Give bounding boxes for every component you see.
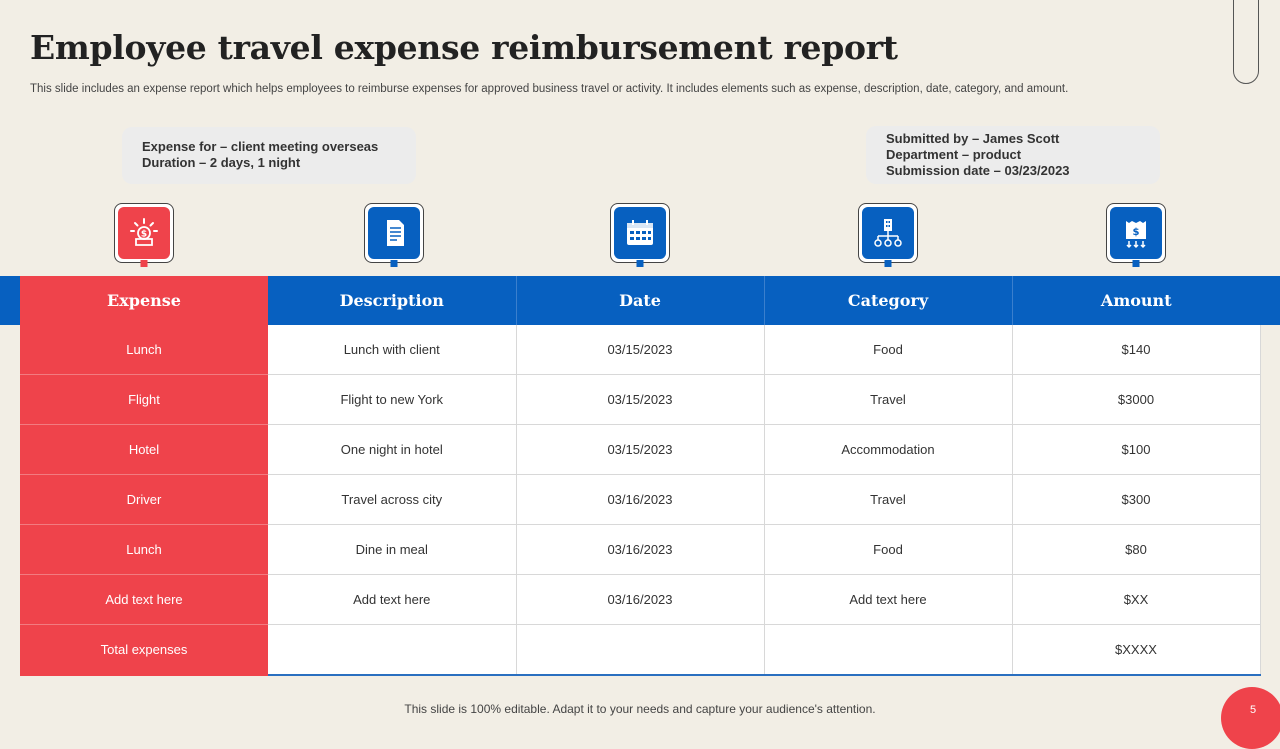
category-cell: Food — [764, 524, 1013, 575]
expense-cell: Lunch — [20, 524, 268, 575]
svg-text:$: $ — [1133, 227, 1140, 238]
date-cell — [516, 624, 765, 676]
connector-dot — [140, 260, 148, 267]
date-cell: 03/16/2023 — [516, 574, 765, 625]
table-row: Flight Flight to new York 03/15/2023 Tra… — [20, 374, 1261, 425]
description-cell: Flight to new York — [268, 374, 517, 425]
description-cell: Add text here — [268, 574, 517, 625]
page-title: Employee travel expense reimbursement re… — [30, 28, 898, 67]
amount-cell: $100 — [1012, 424, 1261, 475]
date-cell: 03/15/2023 — [516, 325, 765, 375]
date-cell: 03/15/2023 — [516, 424, 765, 475]
table-row: Add text here Add text here 03/16/2023 A… — [20, 574, 1261, 625]
total-amount-cell: $XXXX — [1012, 624, 1261, 676]
page-number: 5 — [1249, 704, 1257, 716]
column-header-expense: Expense — [20, 276, 268, 325]
description-cell — [268, 624, 517, 676]
page-subtitle: This slide includes an expense report wh… — [30, 83, 1069, 95]
category-cell: Food — [764, 325, 1013, 375]
table-row: Lunch Lunch with client 03/15/2023 Food … — [20, 325, 1261, 375]
expense-info-box: Expense for – client meeting overseas Du… — [122, 127, 416, 184]
footer-note: This slide is 100% editable. Adapt it to… — [404, 702, 876, 716]
total-label-cell: Total expenses — [20, 624, 268, 676]
calendar-icon — [614, 207, 666, 259]
description-cell: Dine in meal — [268, 524, 517, 575]
column-header-category: Category — [764, 276, 1013, 325]
svg-text:$: $ — [141, 230, 147, 240]
category-cell: Travel — [764, 474, 1013, 525]
org-chart-icon — [862, 207, 914, 259]
money-icon-badge: $ — [114, 203, 174, 267]
decorative-tab — [1233, 0, 1259, 84]
description-cell: Lunch with client — [268, 325, 517, 375]
expense-cell: Add text here — [20, 574, 268, 625]
expense-for-text: Expense for – client meeting overseas — [142, 139, 379, 154]
expense-cell: Hotel — [20, 424, 268, 475]
duration-text: Duration – 2 days, 1 night — [142, 155, 301, 170]
amount-cell: $140 — [1012, 325, 1261, 375]
document-icon — [368, 207, 420, 259]
connector-dot — [636, 260, 644, 267]
calendar-icon-badge — [610, 203, 670, 267]
invoice-icon-badge: $ — [1106, 203, 1166, 267]
date-cell: 03/16/2023 — [516, 474, 765, 525]
total-row: Total expenses $XXXX — [20, 624, 1261, 676]
amount-cell: $XX — [1012, 574, 1261, 625]
category-cell — [764, 624, 1013, 676]
submission-info-box: Submitted by – James Scott Department – … — [866, 126, 1160, 184]
table-row: Lunch Dine in meal 03/16/2023 Food $80 — [20, 524, 1261, 575]
column-header-description: Description — [268, 276, 517, 325]
amount-cell: $80 — [1012, 524, 1261, 575]
expense-table: Expense Description Date Category Amount… — [20, 276, 1261, 676]
table-row: Hotel One night in hotel 03/15/2023 Acco… — [20, 424, 1261, 475]
table-row: Driver Travel across city 03/16/2023 Tra… — [20, 474, 1261, 525]
org-chart-icon-badge — [858, 203, 918, 267]
submitted-by-text: Submitted by – James Scott — [886, 131, 1060, 146]
expense-cell: Lunch — [20, 325, 268, 375]
department-text: Department – product — [886, 147, 1022, 162]
column-header-date: Date — [516, 276, 765, 325]
connector-dot — [390, 260, 398, 267]
connector-dot — [884, 260, 892, 267]
connector-dot — [1132, 260, 1140, 267]
date-cell: 03/15/2023 — [516, 374, 765, 425]
submission-date-text: Submission date – 03/23/2023 — [886, 163, 1070, 178]
category-cell: Accommodation — [764, 424, 1013, 475]
amount-cell: $3000 — [1012, 374, 1261, 425]
description-cell: Travel across city — [268, 474, 517, 525]
expense-cell: Flight — [20, 374, 268, 425]
description-cell: One night in hotel — [268, 424, 517, 475]
expense-cell: Driver — [20, 474, 268, 525]
amount-cell: $300 — [1012, 474, 1261, 525]
category-cell: Travel — [764, 374, 1013, 425]
date-cell: 03/16/2023 — [516, 524, 765, 575]
category-cell: Add text here — [764, 574, 1013, 625]
document-icon-badge — [364, 203, 424, 267]
money-icon: $ — [118, 207, 170, 259]
column-header-amount: Amount — [1012, 276, 1260, 325]
page-number-circle — [1221, 687, 1280, 749]
table-header-row: Expense Description Date Category Amount — [20, 276, 1260, 325]
invoice-icon: $ — [1110, 207, 1162, 259]
